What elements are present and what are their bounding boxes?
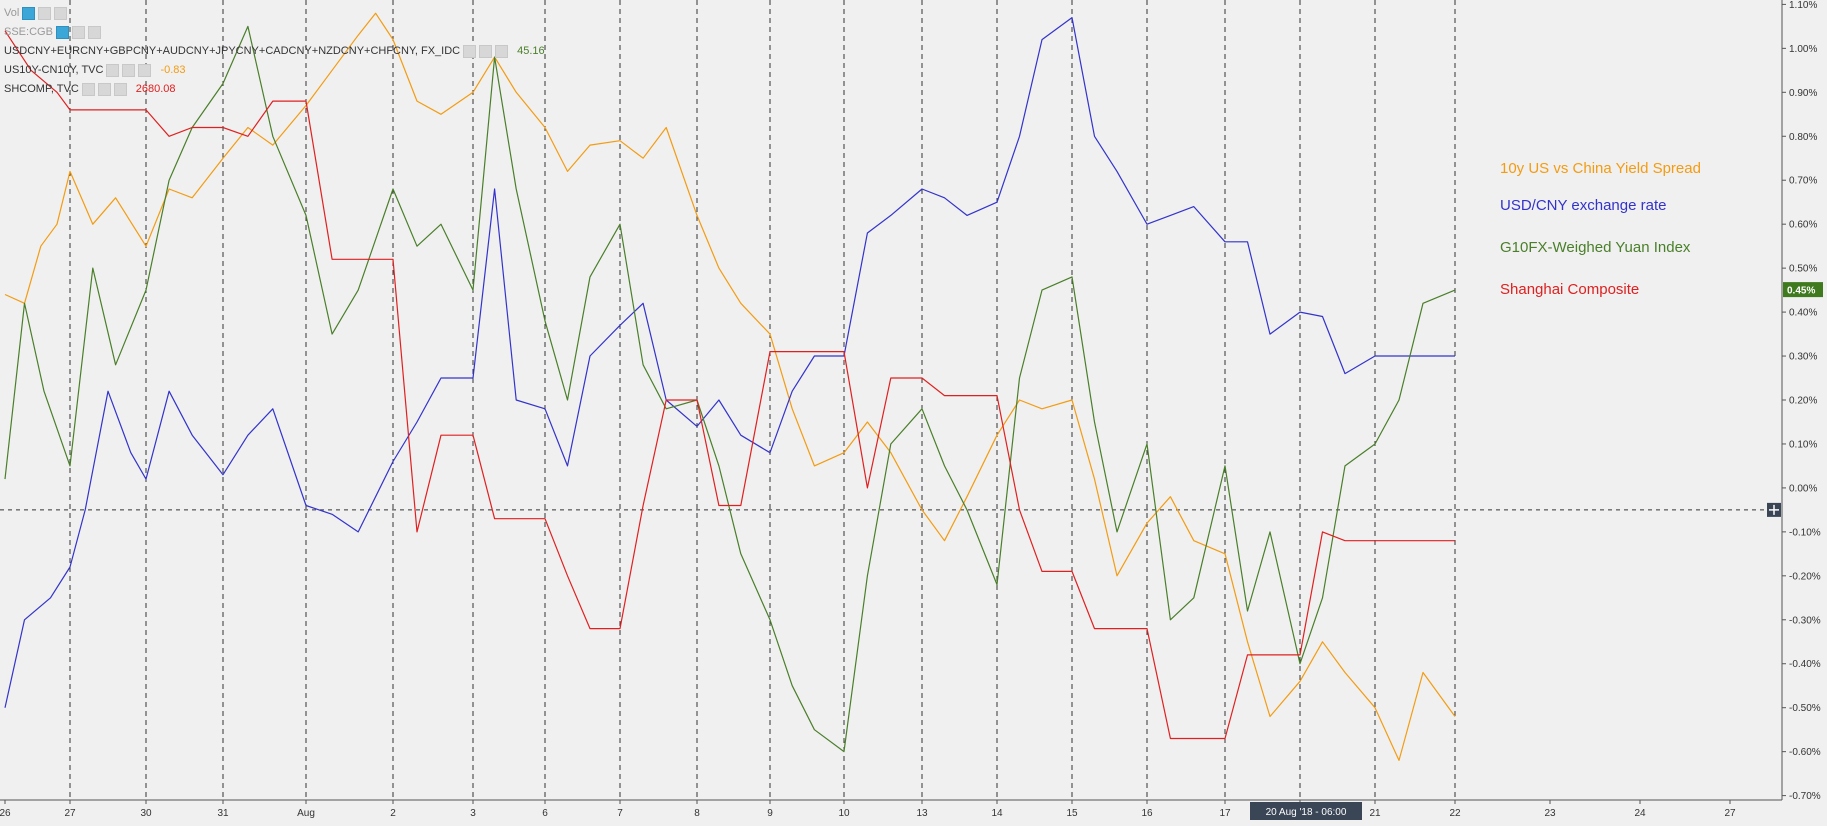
settings-icon[interactable] [71, 25, 85, 39]
x-tick-label: 22 [1449, 808, 1461, 819]
last-value-badge-text: 0.45% [1787, 286, 1815, 297]
y-tick-label: 0.50% [1789, 264, 1817, 275]
last-value-badge [1783, 282, 1823, 298]
x-tick-label: 21 [1369, 808, 1381, 819]
y-tick-label: 0.60% [1789, 220, 1817, 231]
x-tick-label: 17 [1219, 808, 1231, 819]
y-tick-label: 0.80% [1789, 132, 1817, 143]
y-tick-label: -0.10% [1789, 527, 1821, 538]
x-tick-label: 3 [470, 808, 476, 819]
y-tick-label: 1.10% [1789, 0, 1817, 11]
legend-shcomp: Shanghai Composite [1500, 281, 1640, 298]
x-tick-label: 14 [991, 808, 1003, 819]
settings-icon[interactable] [122, 63, 136, 77]
series-line-3 [4, 30, 1455, 740]
y-tick-label: 1.00% [1789, 44, 1817, 55]
series-row-yield-spread: US10Y-CN10Y, TVC -0.83 [4, 63, 186, 77]
y-tick-label: 0.90% [1789, 88, 1817, 99]
series-line-1 [4, 17, 1455, 708]
crosshair-date-text: 20 Aug '18 - 06:00 [1266, 807, 1347, 818]
x-tick-label: 9 [767, 808, 773, 819]
sse-row: SSE:CGB [4, 25, 101, 39]
series-label: SHCOMP, TVC [4, 83, 79, 95]
x-tick-label: 7 [617, 808, 623, 819]
close-icon[interactable] [87, 25, 101, 39]
legend-usdcny: USD/CNY exchange rate [1500, 197, 1667, 214]
x-tick-label: 26 [0, 808, 11, 819]
y-tick-label: 0.10% [1789, 439, 1817, 450]
vol-row: Vol [4, 6, 68, 20]
y-tick-label: -0.50% [1789, 703, 1821, 714]
x-tick-label: 13 [916, 808, 928, 819]
series-line-2 [4, 25, 1456, 753]
x-tick-label: 15 [1066, 808, 1078, 819]
x-tick-label: Aug [297, 808, 315, 819]
x-tick-label: 8 [694, 808, 700, 819]
eye-icon[interactable] [55, 25, 69, 39]
x-tick-label: 27 [64, 808, 76, 819]
series-row-shcomp: SHCOMP, TVC 2680.08 [4, 82, 176, 96]
crosshair-date-badge [1250, 802, 1362, 820]
y-tick-label: -0.40% [1789, 659, 1821, 670]
x-axis-panel [0, 800, 1827, 826]
y-tick-label: 0.20% [1789, 396, 1817, 407]
eye-icon[interactable] [463, 44, 477, 58]
eye-icon[interactable] [106, 63, 120, 77]
y-tick-label: 0.30% [1789, 352, 1817, 363]
series-value: -0.83 [160, 64, 186, 76]
close-icon[interactable] [113, 82, 127, 96]
x-tick-label: 27 [1724, 808, 1736, 819]
x-tick-label: 23 [1544, 808, 1556, 819]
eye-icon[interactable] [81, 82, 95, 96]
close-icon[interactable] [54, 6, 68, 20]
x-tick-label: 6 [542, 808, 548, 819]
series-value: 2680.08 [135, 83, 176, 95]
series-label: USDCNY+EURCNY+GBPCNY+AUDCNY+JPYCNY+CADCN… [4, 45, 461, 57]
x-tick-label: 10 [838, 808, 850, 819]
y-tick-label: 0.00% [1789, 483, 1817, 494]
y-tick-label: -0.20% [1789, 571, 1821, 582]
x-tick-label: 31 [217, 808, 229, 819]
y-tick-label: -0.30% [1789, 615, 1821, 626]
legend-yuan-index: G10FX-Weighed Yuan Index [1500, 239, 1691, 256]
y-tick-label: -0.60% [1789, 747, 1821, 758]
settings-icon[interactable] [479, 44, 493, 58]
series-row-yuan-index: USDCNY+EURCNY+GBPCNY+AUDCNY+JPYCNY+CADCN… [4, 44, 545, 58]
legend-yield-spread: 10y US vs China Yield Spread [1500, 160, 1701, 177]
series-label: US10Y-CN10Y, TVC [4, 64, 104, 76]
close-icon[interactable] [138, 63, 152, 77]
x-tick-label: 2 [390, 808, 396, 819]
x-tick-label: 24 [1634, 808, 1646, 819]
eye-icon[interactable] [22, 6, 36, 20]
settings-icon[interactable] [97, 82, 111, 96]
y-tick-label: -0.70% [1789, 791, 1821, 802]
settings-icon[interactable] [38, 6, 52, 20]
y-tick-label: 0.40% [1789, 308, 1817, 319]
y-tick-label: 0.70% [1789, 176, 1817, 187]
series-line-0 [4, 12, 1456, 761]
series-value: 45.16 [517, 45, 545, 57]
vol-label: Vol [4, 7, 20, 19]
y-axis-panel [1782, 0, 1827, 826]
close-icon[interactable] [495, 44, 509, 58]
sse-label: SSE:CGB [4, 26, 53, 38]
x-tick-label: 16 [1141, 808, 1153, 819]
x-tick-label: 30 [140, 808, 152, 819]
